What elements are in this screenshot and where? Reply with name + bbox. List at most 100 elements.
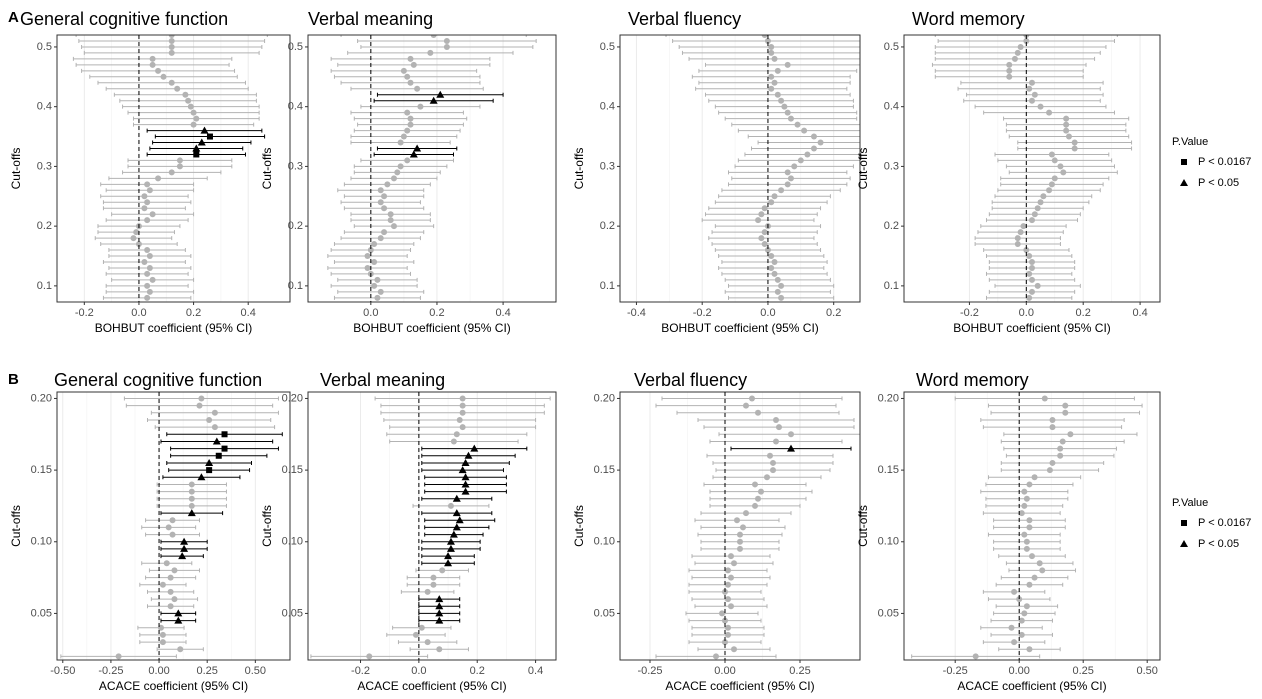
point <box>1037 199 1044 206</box>
point <box>394 169 401 176</box>
legend-label: P < 0.0167 <box>1198 156 1251 168</box>
point <box>1031 574 1038 581</box>
point <box>168 35 175 38</box>
y-tick-label: 0.05 <box>31 607 52 619</box>
error-bar <box>340 35 527 37</box>
x-tick-label: -0.2 <box>960 307 979 319</box>
point <box>459 402 466 409</box>
point <box>133 229 140 236</box>
point <box>450 438 457 445</box>
point <box>400 67 407 74</box>
point <box>141 205 148 212</box>
x-axis-label: BOHBUT coefficient (95% CI) <box>953 321 1111 335</box>
y-tick-label: 0.10 <box>31 536 52 548</box>
point <box>728 574 734 581</box>
panel: -0.25 0.00 0.25 0.50 0.05 0.10 0.15 0.20 Word me… <box>856 370 1161 693</box>
point <box>1016 596 1023 603</box>
point <box>1008 624 1015 631</box>
panel-background <box>308 392 556 660</box>
point <box>770 459 776 466</box>
x-tick-label: 0.0 <box>1019 307 1034 319</box>
point <box>443 43 450 50</box>
point <box>410 61 417 68</box>
point <box>725 567 731 574</box>
point <box>767 452 773 459</box>
point <box>168 43 175 50</box>
y-tick-label: 0.3 <box>288 160 303 172</box>
point <box>196 402 203 409</box>
point <box>397 139 404 146</box>
x-tick-label: -0.2 <box>351 665 370 677</box>
point <box>758 211 765 218</box>
point <box>1065 133 1072 140</box>
point-triangle <box>429 96 438 104</box>
point-triangle <box>409 150 418 158</box>
point <box>1029 288 1035 295</box>
x-axis-label: ACACE coefficient (95% CI) <box>99 679 248 693</box>
y-axis-label: Cut-offs <box>572 148 586 190</box>
point-triangle <box>461 480 470 488</box>
point <box>456 416 463 423</box>
point <box>374 276 381 283</box>
point <box>734 517 740 524</box>
point <box>788 431 794 438</box>
point <box>176 163 183 170</box>
point <box>768 49 775 56</box>
point <box>1014 49 1021 56</box>
point-triangle <box>1180 540 1188 547</box>
point <box>1017 229 1024 236</box>
point <box>801 127 808 134</box>
point <box>1018 631 1025 638</box>
legend-label: P < 0.05 <box>1198 177 1239 189</box>
point <box>791 163 798 170</box>
point <box>1041 395 1048 402</box>
point <box>778 97 785 104</box>
point <box>146 288 153 295</box>
point-triangle <box>180 544 189 552</box>
y-tick-label: 0.2 <box>884 220 899 232</box>
point <box>794 121 801 128</box>
point <box>407 79 414 86</box>
point <box>1039 567 1046 574</box>
point <box>424 588 431 595</box>
marks <box>310 395 551 660</box>
point <box>167 603 174 610</box>
point <box>761 35 768 38</box>
point <box>804 151 811 158</box>
panel-title: Word memory <box>912 9 1025 29</box>
point <box>758 235 765 242</box>
point <box>190 109 197 116</box>
panel-background <box>57 392 290 660</box>
point <box>367 247 374 254</box>
point <box>447 502 454 509</box>
panel: -0.4 -0.2 0.0 0.2 0.1 0.2 0.3 0.4 0.5 Verbal flue… <box>572 9 861 335</box>
x-tick-label: 0.25 <box>789 665 810 677</box>
point <box>725 581 731 588</box>
point <box>1034 205 1041 212</box>
panel-title: General cognitive function <box>54 370 262 390</box>
panel-background <box>904 35 1160 302</box>
point <box>743 510 749 517</box>
x-axis-label: BOHBUT coefficient (95% CI) <box>95 321 253 335</box>
point <box>430 574 437 581</box>
point <box>1029 97 1035 104</box>
point <box>768 73 775 80</box>
point <box>404 157 411 164</box>
point <box>787 175 794 182</box>
error-bar <box>665 35 860 37</box>
point <box>459 424 466 431</box>
point <box>404 127 411 134</box>
point <box>784 61 791 68</box>
point <box>972 653 979 660</box>
point <box>397 163 404 170</box>
x-tick-label: 0.0 <box>131 307 146 319</box>
point <box>1011 639 1018 646</box>
point <box>115 653 122 660</box>
y-axis-label: Cut-offs <box>856 148 870 190</box>
panel-title: Verbal meaning <box>320 370 445 390</box>
marks <box>327 35 537 301</box>
point <box>168 79 175 86</box>
point <box>1048 151 1055 158</box>
y-tick-label: 0.1 <box>600 280 615 292</box>
